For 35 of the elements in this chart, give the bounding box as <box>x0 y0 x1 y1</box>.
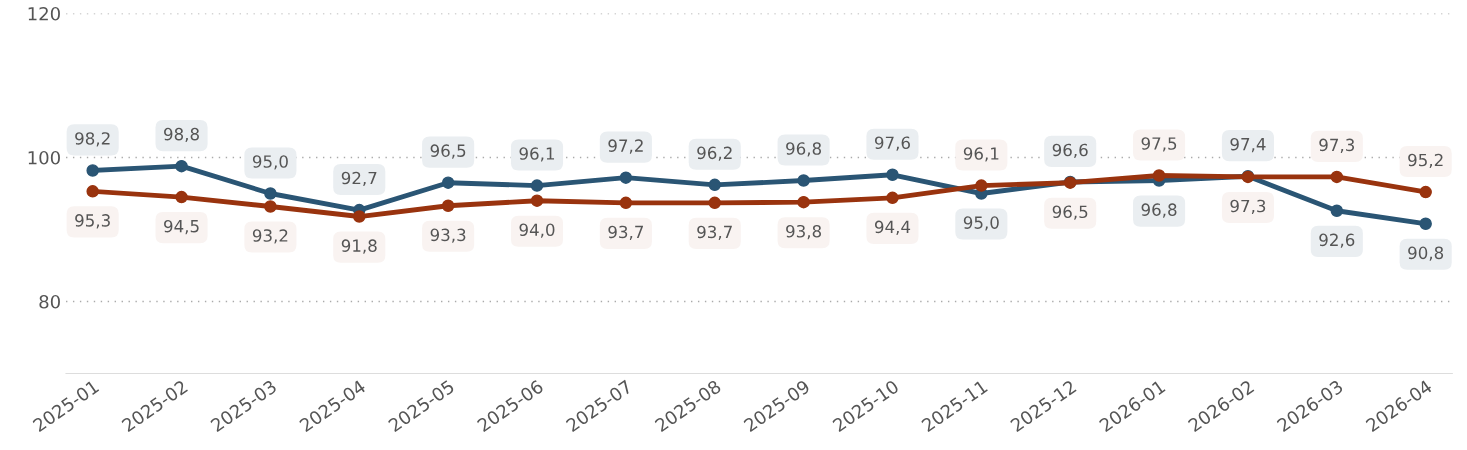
data-label: 97,5 <box>1141 137 1177 152</box>
data-label: 92,7 <box>341 171 377 187</box>
data-label: 94,0 <box>519 223 555 238</box>
data-label: 93,2 <box>252 229 288 244</box>
data-label: 92,6 <box>1319 233 1355 248</box>
data-label: 96,6 <box>1052 143 1088 158</box>
data-label: 95,3 <box>75 214 110 229</box>
data-label: 96,1 <box>519 147 555 162</box>
data-label: 98,2 <box>75 132 110 147</box>
data-label: 94,4 <box>874 220 911 235</box>
data-label: 97,3 <box>1319 138 1355 153</box>
y-tick-label: 100 <box>28 150 60 165</box>
data-label: 96,5 <box>430 144 466 159</box>
data-label: 97,2 <box>608 139 643 154</box>
y-tick-label: 120 <box>28 6 60 21</box>
data-label: 93,3 <box>430 228 466 243</box>
data-label: 95,0 <box>252 155 288 170</box>
data-label: 93,7 <box>697 225 732 240</box>
data-label: 96,1 <box>963 147 999 162</box>
data-label: 95,0 <box>963 216 999 231</box>
data-label: 94,5 <box>164 219 199 235</box>
y-tick-label: 80 <box>39 294 60 309</box>
data-label: 96,8 <box>786 142 822 157</box>
data-label: 95,2 <box>1408 153 1443 169</box>
data-label: 96,8 <box>1141 203 1177 218</box>
data-label: 96,5 <box>1052 205 1088 220</box>
data-label: 91,8 <box>341 239 377 254</box>
data-label: 93,8 <box>786 224 822 240</box>
data-label: 93,7 <box>608 225 643 240</box>
data-label: 96,2 <box>697 146 732 161</box>
data-label: 97,3 <box>1230 199 1266 215</box>
data-label: 98,8 <box>164 127 199 143</box>
data-label: 97,6 <box>874 136 910 151</box>
data-label: 97,4 <box>1230 137 1266 153</box>
data-label: 90,8 <box>1408 246 1444 261</box>
